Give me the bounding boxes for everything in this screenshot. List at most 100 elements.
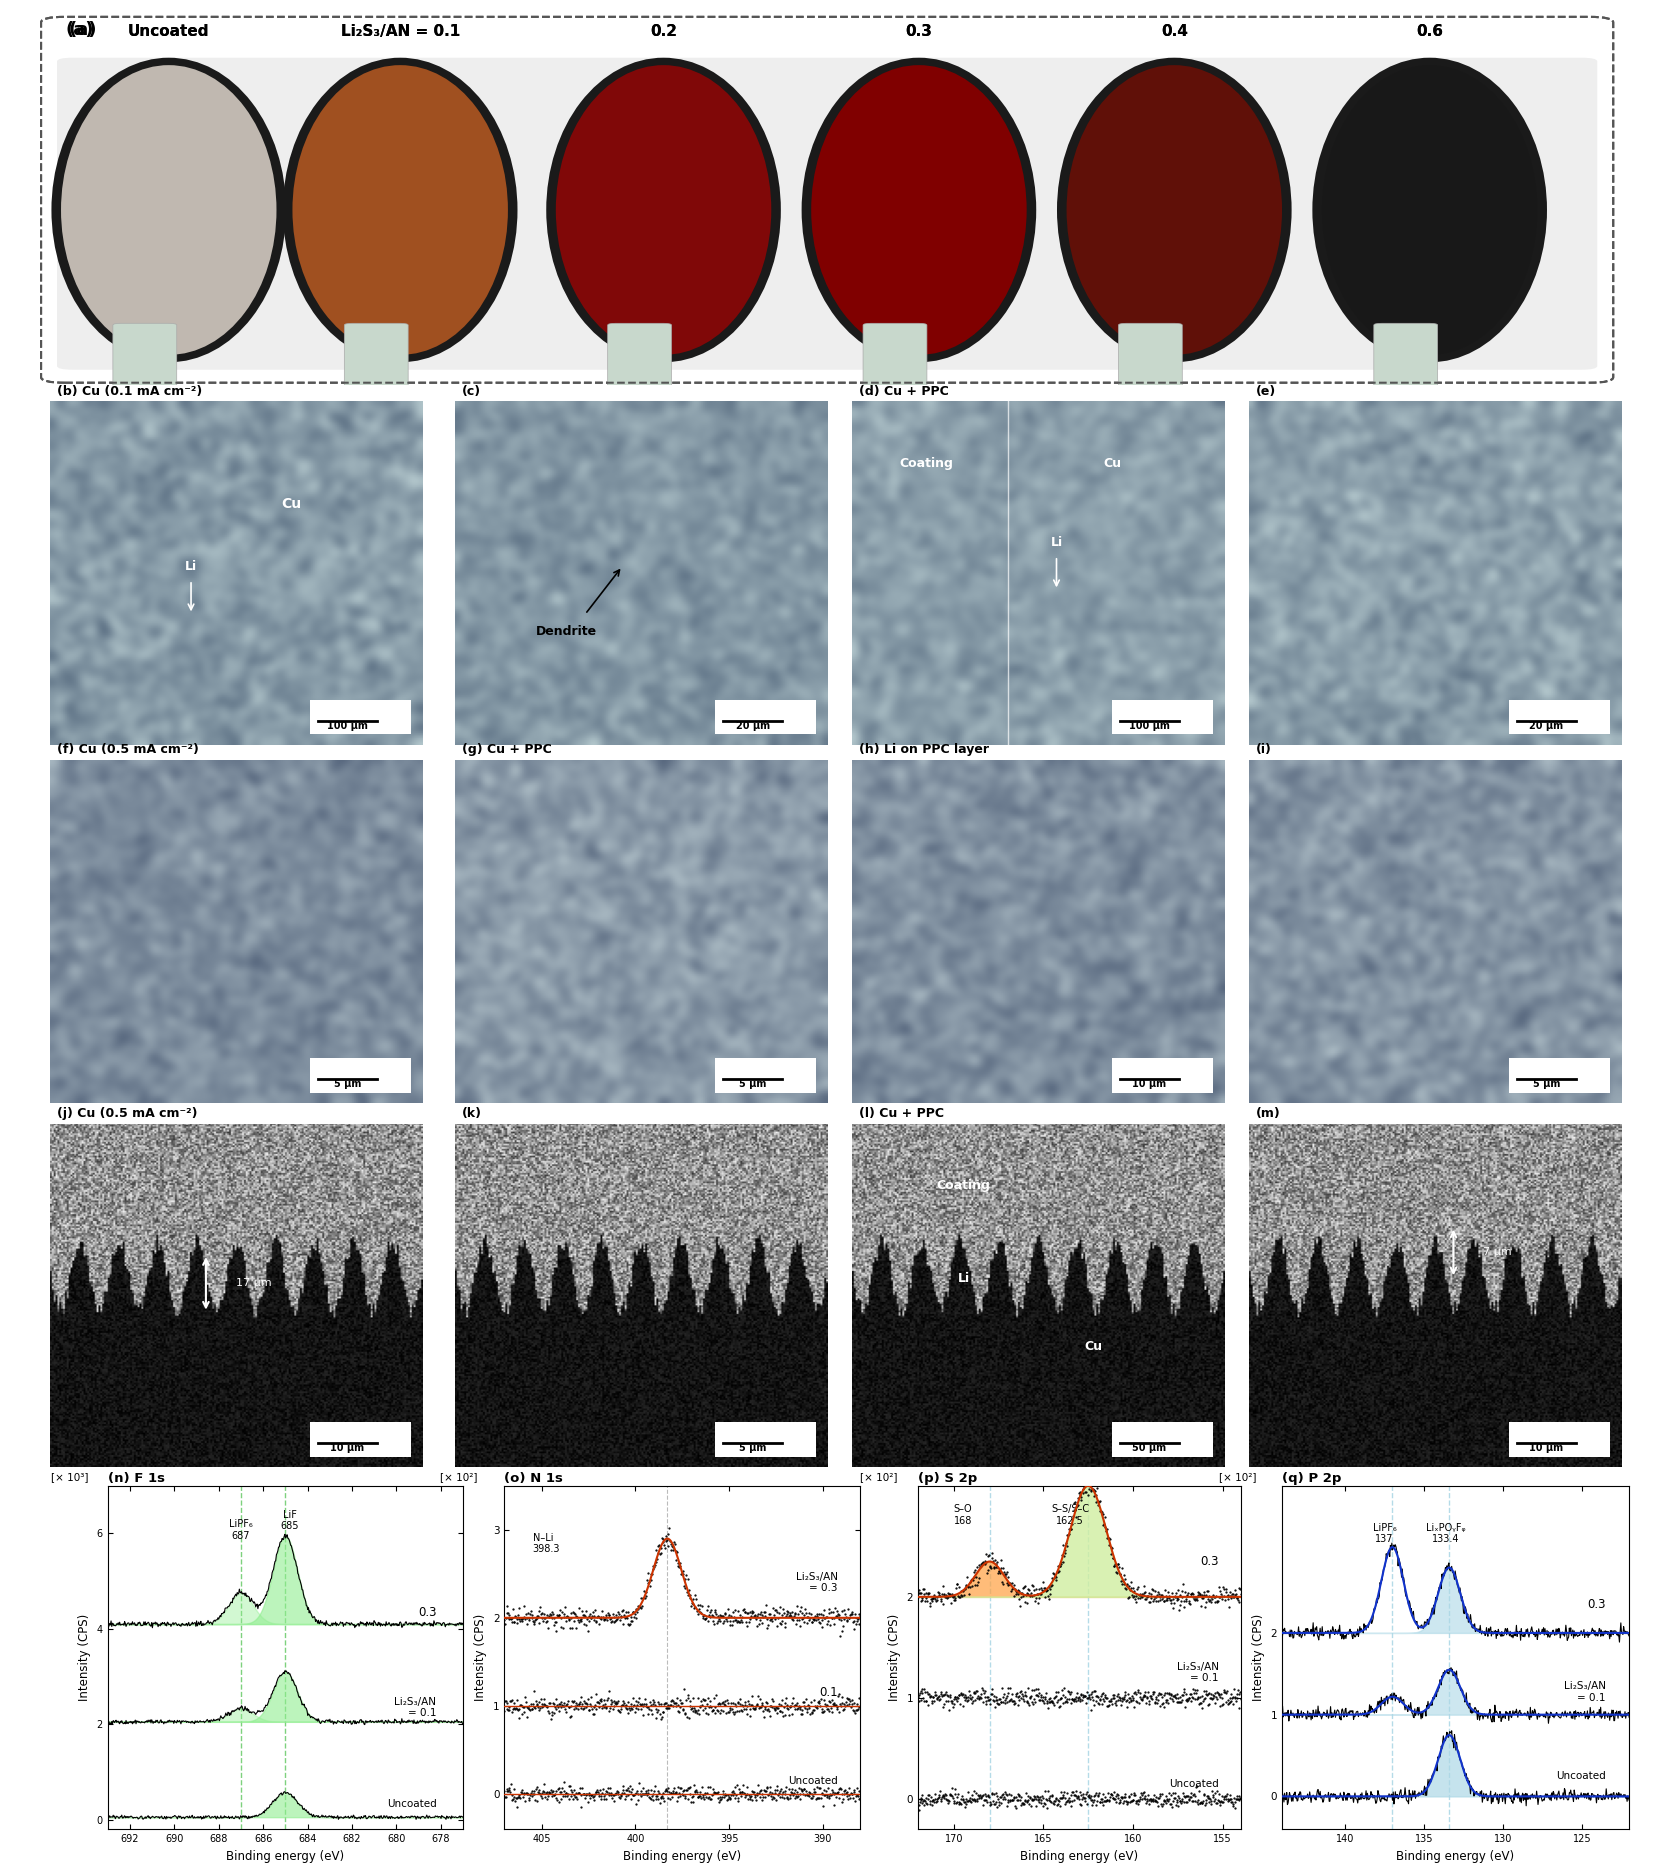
FancyBboxPatch shape bbox=[1111, 1422, 1212, 1458]
FancyBboxPatch shape bbox=[1374, 323, 1437, 394]
Text: Li: Li bbox=[1050, 537, 1062, 550]
Text: Coating: Coating bbox=[900, 456, 953, 469]
X-axis label: Binding energy (eV): Binding energy (eV) bbox=[227, 1850, 344, 1863]
Text: (h) Li on PPC layer: (h) Li on PPC layer bbox=[860, 743, 989, 756]
Text: 0.2: 0.2 bbox=[650, 24, 676, 39]
FancyBboxPatch shape bbox=[56, 58, 1598, 370]
Ellipse shape bbox=[802, 58, 1037, 362]
Text: Uncoated: Uncoated bbox=[127, 24, 210, 39]
Text: (j) Cu (0.5 mA cm⁻²): (j) Cu (0.5 mA cm⁻²) bbox=[56, 1107, 197, 1120]
Ellipse shape bbox=[51, 58, 286, 362]
Text: 50 μm: 50 μm bbox=[1133, 1443, 1166, 1454]
Text: (p) S 2p: (p) S 2p bbox=[918, 1471, 978, 1484]
FancyBboxPatch shape bbox=[715, 700, 815, 735]
Text: (a): (a) bbox=[68, 21, 96, 39]
Text: Uncoated: Uncoated bbox=[787, 1777, 837, 1786]
FancyBboxPatch shape bbox=[1111, 700, 1212, 735]
Text: Li: Li bbox=[185, 561, 197, 574]
Text: 0.3: 0.3 bbox=[418, 1606, 437, 1619]
FancyBboxPatch shape bbox=[1508, 1058, 1609, 1094]
Y-axis label: Intensity (CPS): Intensity (CPS) bbox=[475, 1613, 488, 1702]
Text: (d) Cu + PPC: (d) Cu + PPC bbox=[860, 385, 949, 398]
Text: 0.3: 0.3 bbox=[1201, 1555, 1219, 1568]
Text: Cu: Cu bbox=[281, 497, 301, 512]
Text: 5 μm: 5 μm bbox=[739, 1079, 766, 1090]
Text: 0.3: 0.3 bbox=[1586, 1598, 1606, 1611]
Text: (g) Cu + PPC: (g) Cu + PPC bbox=[461, 743, 552, 756]
Text: 100 μm: 100 μm bbox=[327, 720, 367, 732]
Text: 0.6: 0.6 bbox=[1416, 24, 1444, 39]
Text: 100 μm: 100 μm bbox=[1130, 720, 1169, 732]
Text: (o) N 1s: (o) N 1s bbox=[504, 1471, 564, 1484]
Text: Cu: Cu bbox=[1085, 1339, 1103, 1353]
Text: 0.3: 0.3 bbox=[905, 24, 933, 39]
FancyBboxPatch shape bbox=[112, 323, 177, 394]
Text: 17 μm: 17 μm bbox=[235, 1278, 271, 1289]
Text: Li₂S₃/AN
= 0.3: Li₂S₃/AN = 0.3 bbox=[796, 1572, 837, 1593]
Text: LiₓPOᵧFᵩ
133.4: LiₓPOᵧFᵩ 133.4 bbox=[1426, 1523, 1465, 1544]
Text: 0.4: 0.4 bbox=[1161, 24, 1188, 39]
Text: 0.4: 0.4 bbox=[1161, 24, 1188, 39]
Text: (n) F 1s: (n) F 1s bbox=[108, 1471, 164, 1484]
Y-axis label: Intensity (CPS): Intensity (CPS) bbox=[888, 1613, 901, 1702]
Text: 10 μm: 10 μm bbox=[1530, 1443, 1563, 1454]
FancyBboxPatch shape bbox=[344, 323, 409, 394]
Text: 5 μm: 5 μm bbox=[739, 1443, 766, 1454]
Text: S–O
168: S–O 168 bbox=[953, 1505, 973, 1525]
Text: (q) P 2p: (q) P 2p bbox=[1282, 1471, 1341, 1484]
X-axis label: Binding energy (eV): Binding energy (eV) bbox=[1021, 1850, 1138, 1863]
Text: 20 μm: 20 μm bbox=[1530, 720, 1563, 732]
FancyBboxPatch shape bbox=[863, 323, 926, 394]
Text: LiPF₆
137: LiPF₆ 137 bbox=[1373, 1523, 1396, 1544]
Text: 20 μm: 20 μm bbox=[736, 720, 769, 732]
X-axis label: Binding energy (eV): Binding energy (eV) bbox=[624, 1850, 741, 1863]
Text: 10 μm: 10 μm bbox=[1133, 1079, 1166, 1090]
FancyBboxPatch shape bbox=[311, 1058, 410, 1094]
Text: (f) Cu (0.5 mA cm⁻²): (f) Cu (0.5 mA cm⁻²) bbox=[56, 743, 198, 756]
Text: Li₂S₃/AN = 0.1: Li₂S₃/AN = 0.1 bbox=[341, 24, 460, 39]
Text: Dendrite: Dendrite bbox=[536, 625, 597, 638]
Text: [× 10²]: [× 10²] bbox=[1219, 1473, 1257, 1482]
Text: 5 μm: 5 μm bbox=[1533, 1079, 1560, 1090]
Text: LiPF₆
687: LiPF₆ 687 bbox=[228, 1520, 253, 1540]
Text: 5 μm: 5 μm bbox=[334, 1079, 361, 1090]
Text: 10 μm: 10 μm bbox=[331, 1443, 364, 1454]
Ellipse shape bbox=[1312, 58, 1546, 362]
Text: (m): (m) bbox=[1257, 1107, 1280, 1120]
FancyBboxPatch shape bbox=[607, 323, 672, 394]
FancyBboxPatch shape bbox=[1118, 323, 1183, 394]
Text: Li₂S₃/AN
= 0.1: Li₂S₃/AN = 0.1 bbox=[394, 1696, 437, 1718]
Text: (l) Cu + PPC: (l) Cu + PPC bbox=[860, 1107, 944, 1120]
Text: (e): (e) bbox=[1257, 385, 1277, 398]
Text: [× 10³]: [× 10³] bbox=[51, 1473, 88, 1482]
Text: Li: Li bbox=[958, 1272, 969, 1285]
Ellipse shape bbox=[556, 66, 771, 355]
X-axis label: Binding energy (eV): Binding energy (eV) bbox=[1396, 1850, 1515, 1863]
Text: Li₂S₃/AN = 0.1: Li₂S₃/AN = 0.1 bbox=[341, 24, 460, 39]
FancyBboxPatch shape bbox=[1111, 1058, 1212, 1094]
Text: 0.1: 0.1 bbox=[819, 1687, 837, 1700]
Text: Uncoated: Uncoated bbox=[1556, 1771, 1606, 1780]
Text: LiF
685: LiF 685 bbox=[281, 1510, 299, 1531]
Text: (k): (k) bbox=[461, 1107, 483, 1120]
Ellipse shape bbox=[1057, 58, 1292, 362]
Text: (c): (c) bbox=[461, 385, 481, 398]
Ellipse shape bbox=[546, 58, 781, 362]
Text: Uncoated: Uncoated bbox=[387, 1799, 437, 1808]
Text: Li₂S₃/AN
= 0.1: Li₂S₃/AN = 0.1 bbox=[1563, 1681, 1606, 1703]
FancyBboxPatch shape bbox=[715, 1058, 815, 1094]
FancyBboxPatch shape bbox=[311, 1422, 410, 1458]
Text: 0.2: 0.2 bbox=[650, 24, 676, 39]
Ellipse shape bbox=[61, 66, 276, 355]
Text: Uncoated: Uncoated bbox=[127, 24, 210, 39]
Ellipse shape bbox=[1322, 66, 1538, 355]
Ellipse shape bbox=[283, 58, 518, 362]
Text: S–S/S–C
162.5: S–S/S–C 162.5 bbox=[1052, 1505, 1090, 1525]
Text: 7 μm: 7 μm bbox=[1484, 1248, 1512, 1257]
Y-axis label: Intensity (CPS): Intensity (CPS) bbox=[78, 1613, 91, 1702]
Text: Uncoated: Uncoated bbox=[1169, 1778, 1219, 1788]
Text: (i): (i) bbox=[1257, 743, 1272, 756]
Text: [× 10²]: [× 10²] bbox=[860, 1473, 898, 1482]
Text: (a): (a) bbox=[65, 21, 94, 39]
Text: Cu: Cu bbox=[1103, 456, 1121, 469]
